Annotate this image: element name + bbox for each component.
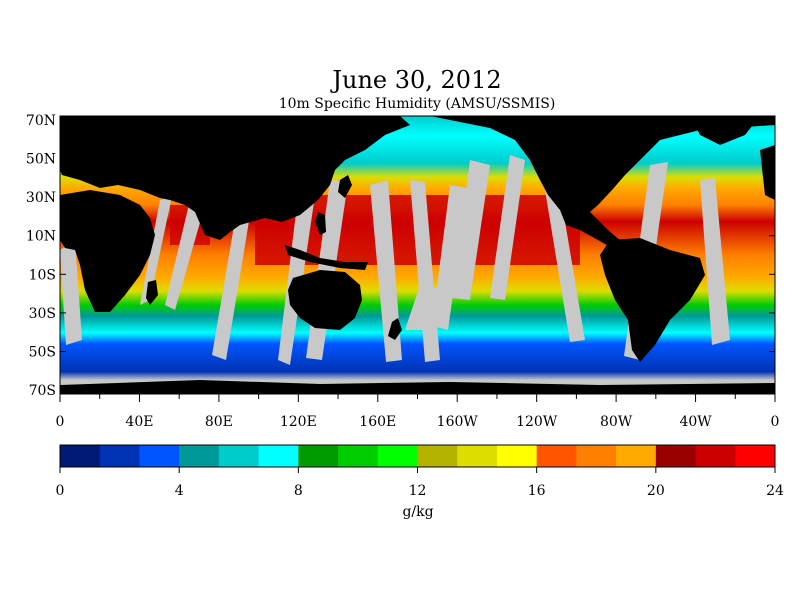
lon-tick-label: 80W: [600, 414, 633, 430]
colorbar-tick-label: 16: [528, 483, 546, 499]
landmass-south-america: [600, 238, 705, 362]
swath-gap: [490, 155, 525, 300]
colorbar-swatch: [695, 445, 736, 467]
map-title: June 30, 2012: [329, 66, 501, 94]
lon-tick-label: 0: [56, 414, 65, 430]
landmass-greenland: [690, 116, 760, 145]
landmass-new-zealand: [388, 318, 402, 340]
colorbar-swatch: [496, 445, 538, 467]
swath-gap: [165, 200, 205, 310]
colorbar: 0 4 8 12 16 20 24 g/kg: [56, 444, 784, 520]
lat-tick-label: 50S: [29, 345, 56, 361]
swath-gap: [370, 180, 402, 362]
landmass-africa: [60, 190, 155, 312]
lat-tick-label: 50N: [26, 151, 56, 167]
lon-tick-label: 0: [771, 414, 780, 430]
swath-gap: [432, 185, 468, 330]
landmass-eurasia: [60, 116, 410, 240]
lon-tick-label: 80E: [205, 414, 233, 430]
map-panel: [59, 115, 776, 395]
longitude-axis: 0 40E 80E 120E 160E 160W 120W 80W 40W 0: [56, 394, 780, 430]
swath-gap: [212, 215, 250, 360]
colorbar-ticks: 0 4 8 12 16 20 24: [56, 467, 784, 499]
lat-tick-label: 10N: [26, 229, 56, 245]
colorbar-swatch: [179, 445, 220, 467]
colorbar-swatch: [60, 445, 101, 467]
colorbar-tick-label: 4: [175, 483, 184, 499]
latitude-axis: 70N 50N 30N 10N 10S 30S 50S 70S: [26, 113, 775, 399]
colorbar-swatch: [377, 445, 418, 467]
colorbar-tick-label: 24: [766, 483, 784, 499]
landmass-north-america: [430, 116, 775, 248]
colorbar-swatch: [218, 445, 260, 467]
colorbar-swatch: [139, 445, 180, 467]
landmass-antarctica: [60, 380, 775, 394]
swath-gap: [452, 160, 490, 300]
landmass-japan: [338, 175, 352, 198]
colorbar-swatch: [258, 445, 299, 467]
swath-gap: [60, 240, 82, 345]
colorbar-tick-label: 12: [409, 483, 427, 499]
colorbar-units: g/kg: [402, 504, 433, 520]
lat-tick-label: 70N: [26, 113, 56, 129]
colorbar-tick-label: 20: [647, 483, 665, 499]
colorbar-swatch: [338, 445, 379, 467]
swath-gap: [700, 178, 730, 345]
lat-tick-label: 30N: [26, 190, 56, 206]
lon-tick-label: 40W: [679, 414, 712, 430]
colorbar-swatch: [99, 445, 140, 467]
lat-tick-label: 10S: [29, 267, 56, 283]
colorbar-swatch: [417, 445, 458, 467]
lon-tick-label: 120W: [516, 414, 558, 430]
colorbar-swatch: [655, 445, 697, 467]
map-subtitle: 10m Specific Humidity (AMSU/SSMIS): [279, 96, 556, 112]
landmass-maritime-continent: [285, 245, 368, 270]
colorbar-swatch: [735, 445, 776, 467]
land-masses: [60, 116, 775, 394]
landmass-madagascar: [146, 280, 158, 305]
swath-gap: [140, 196, 172, 305]
lon-tick-label: 120E: [280, 414, 317, 430]
swath-gap: [278, 175, 318, 365]
swath-gap: [405, 285, 440, 330]
colorbar-tick-label: 0: [56, 483, 65, 499]
colorbar-swatch: [576, 445, 617, 467]
lat-tick-label: 70S: [29, 383, 56, 399]
swath-gap: [410, 180, 440, 362]
colorbar-swatch: [616, 445, 657, 467]
lon-tick-label: 40E: [125, 414, 153, 430]
lon-tick-label: 160W: [437, 414, 479, 430]
colorbar-swatches: [60, 445, 776, 467]
swath-gap: [545, 190, 585, 342]
colorbar-swatch: [457, 445, 498, 467]
lat-tick-label: 30S: [29, 306, 56, 322]
landmass-australia: [288, 270, 362, 330]
lon-tick-label: 160E: [359, 414, 396, 430]
colorbar-swatch: [298, 445, 339, 467]
landmass-philippines: [315, 212, 326, 235]
colorbar-swatch: [536, 445, 577, 467]
colorbar-tick-label: 8: [294, 483, 303, 499]
